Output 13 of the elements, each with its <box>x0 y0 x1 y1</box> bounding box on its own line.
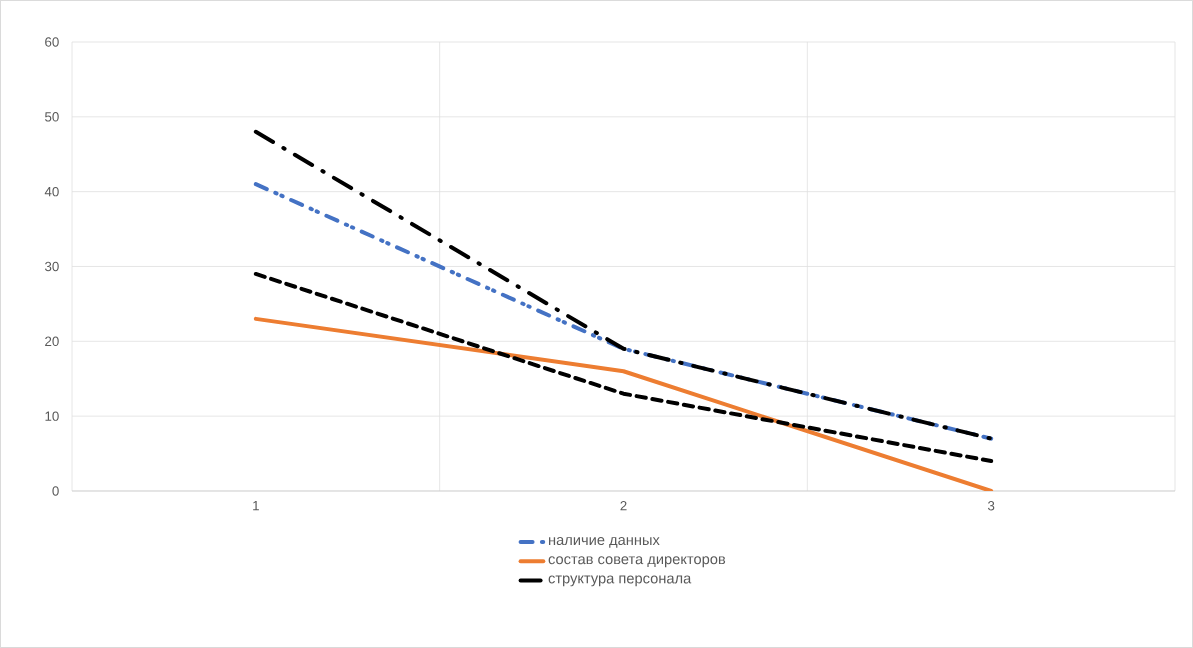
y-tick-label: 20 <box>45 336 59 347</box>
y-tick-label: 50 <box>45 112 59 122</box>
x-tick-label: 1 <box>253 501 259 511</box>
y-tick-label: 10 <box>45 411 59 421</box>
y-tick-label: 30 <box>44 261 59 272</box>
legend-label: наличие данных <box>549 537 660 548</box>
legend-label: состав совета директоров <box>548 556 726 568</box>
y-tick-label: 0 <box>52 486 59 496</box>
legend-label: структура персонала <box>548 575 692 587</box>
x-tick-label: 3 <box>987 501 995 511</box>
x-tick-label: 2 <box>620 501 627 511</box>
y-tick-label: 60 <box>45 37 59 47</box>
y-tick-label: 40 <box>44 186 59 197</box>
